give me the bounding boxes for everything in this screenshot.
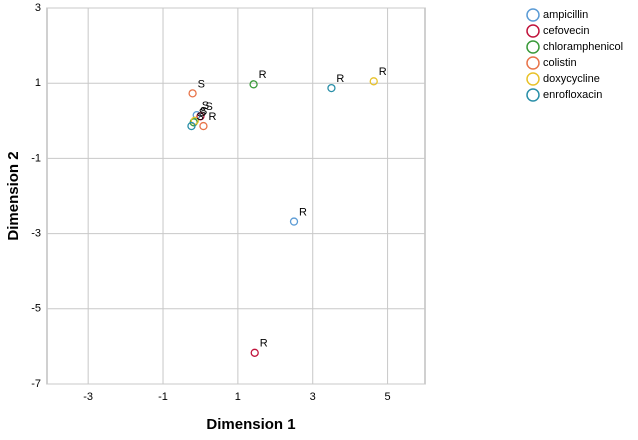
point — [249, 80, 258, 89]
y-tick-label: -1 — [31, 152, 41, 164]
point-label: R — [336, 73, 344, 85]
legend-label: ampicillin — [543, 9, 588, 21]
y-tick-label: 1 — [35, 77, 41, 89]
x-tick-label: 3 — [310, 391, 316, 403]
point-label: R — [260, 338, 268, 350]
legend-label: doxycycline — [543, 73, 600, 85]
point — [192, 111, 201, 120]
point-label: S — [199, 107, 206, 119]
point-label: S — [205, 101, 212, 113]
point — [250, 348, 259, 357]
legend-marker — [526, 8, 540, 22]
legend-marker — [526, 40, 540, 54]
legend-label: chloramphenicol — [543, 41, 623, 53]
point-label: S — [198, 78, 205, 90]
point — [289, 217, 299, 226]
y-tick-label: -3 — [31, 228, 41, 240]
y-tick-label: 3 — [35, 2, 41, 14]
x-axis-title: Dimension 1 — [206, 416, 295, 433]
point-label: R — [299, 206, 307, 218]
point — [188, 89, 197, 98]
legend-marker — [526, 72, 540, 86]
point — [199, 121, 208, 131]
y-tick-label: -7 — [31, 378, 41, 390]
legend-marker — [526, 56, 540, 70]
legend-label: enrofloxacin — [543, 89, 602, 101]
point — [327, 83, 336, 93]
plot-frame — [46, 7, 426, 385]
point — [369, 77, 378, 86]
point-label: S — [200, 106, 207, 118]
legend-marker — [526, 88, 540, 102]
y-axis-title: Dimension 2 — [5, 151, 22, 240]
point — [196, 112, 205, 121]
legend-label: cefovecin — [543, 25, 589, 37]
x-tick-label: 1 — [235, 391, 241, 403]
legend-label: colistin — [543, 57, 577, 69]
point-label: S — [202, 100, 209, 112]
x-tick-label: -3 — [83, 391, 93, 403]
point-label: R — [208, 111, 216, 123]
point-label: R — [379, 66, 387, 78]
point-label: R — [259, 69, 267, 81]
x-tick-label: -1 — [158, 391, 168, 403]
x-tick-label: 5 — [385, 391, 391, 403]
legend-marker — [526, 24, 540, 38]
y-tick-label: -5 — [31, 303, 41, 315]
point-label: S — [196, 111, 203, 123]
point — [187, 121, 196, 131]
